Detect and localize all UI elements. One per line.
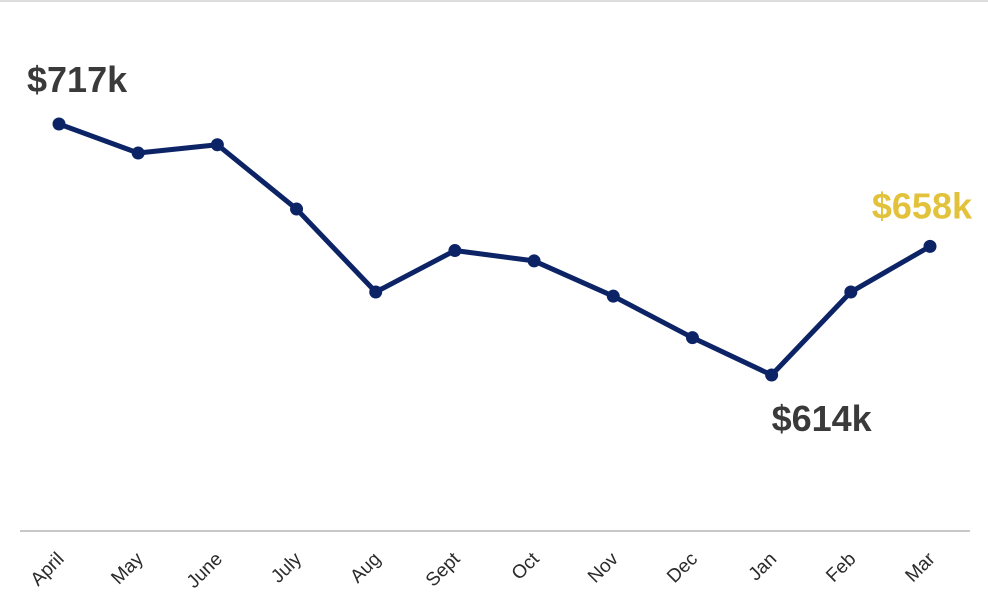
x-tick-label-july: July bbox=[267, 548, 306, 587]
series-polyline bbox=[56, 121, 933, 378]
series-points bbox=[52, 117, 937, 382]
data-point-feb bbox=[844, 285, 858, 299]
data-point-nov bbox=[606, 289, 620, 303]
series-line bbox=[56, 121, 933, 378]
x-tick-label-feb: Feb bbox=[822, 549, 860, 587]
x-tick-label-mar: Mar bbox=[902, 548, 940, 586]
x-tick-label-dec: Dec bbox=[663, 549, 702, 588]
data-point-mar bbox=[923, 239, 937, 253]
x-tick-label-april: April bbox=[27, 549, 69, 591]
x-tick-label-sept: Sept bbox=[422, 548, 465, 591]
data-point-jan bbox=[765, 368, 779, 382]
data-point-june bbox=[210, 138, 224, 152]
data-point-april bbox=[52, 117, 66, 131]
data-point-oct bbox=[527, 254, 541, 268]
x-axis-ticks: April May June July Aug Sept Oct Nov Dec Jan Feb Ma… bbox=[27, 548, 940, 592]
data-point-sept bbox=[448, 244, 462, 258]
data-point-aug bbox=[369, 285, 383, 299]
data-point-dec bbox=[685, 331, 699, 345]
x-tick-label-june: June bbox=[183, 549, 227, 593]
data-point-july bbox=[290, 202, 304, 216]
x-tick-label-oct: Oct bbox=[508, 548, 544, 584]
annotations: $717k $614k $658k bbox=[27, 59, 973, 439]
x-tick-label-nov: Nov bbox=[584, 548, 623, 587]
annotation-mar: $658k bbox=[872, 185, 973, 226]
annotation-april: $717k bbox=[27, 59, 128, 100]
x-tick-label-may: May bbox=[107, 548, 148, 589]
x-tick-label-aug: Aug bbox=[347, 549, 386, 588]
annotation-jan: $614k bbox=[772, 398, 873, 439]
x-tick-label-jan: Jan bbox=[745, 549, 782, 586]
data-point-may bbox=[131, 146, 145, 160]
